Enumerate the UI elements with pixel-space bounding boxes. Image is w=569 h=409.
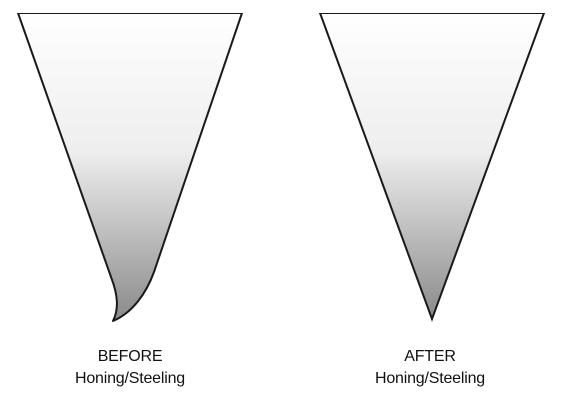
caption-before: BEFORE Honing/Steeling xyxy=(30,346,230,390)
caption-before-line1: BEFORE xyxy=(97,348,163,365)
blade-after-shape xyxy=(318,12,546,322)
caption-after-line2: Honing/Steeling xyxy=(375,370,485,387)
blade-before-shape xyxy=(17,12,243,322)
caption-after: AFTER Honing/Steeling xyxy=(330,346,530,390)
caption-after-line1: AFTER xyxy=(404,348,456,365)
caption-before-line2: Honing/Steeling xyxy=(75,370,185,387)
